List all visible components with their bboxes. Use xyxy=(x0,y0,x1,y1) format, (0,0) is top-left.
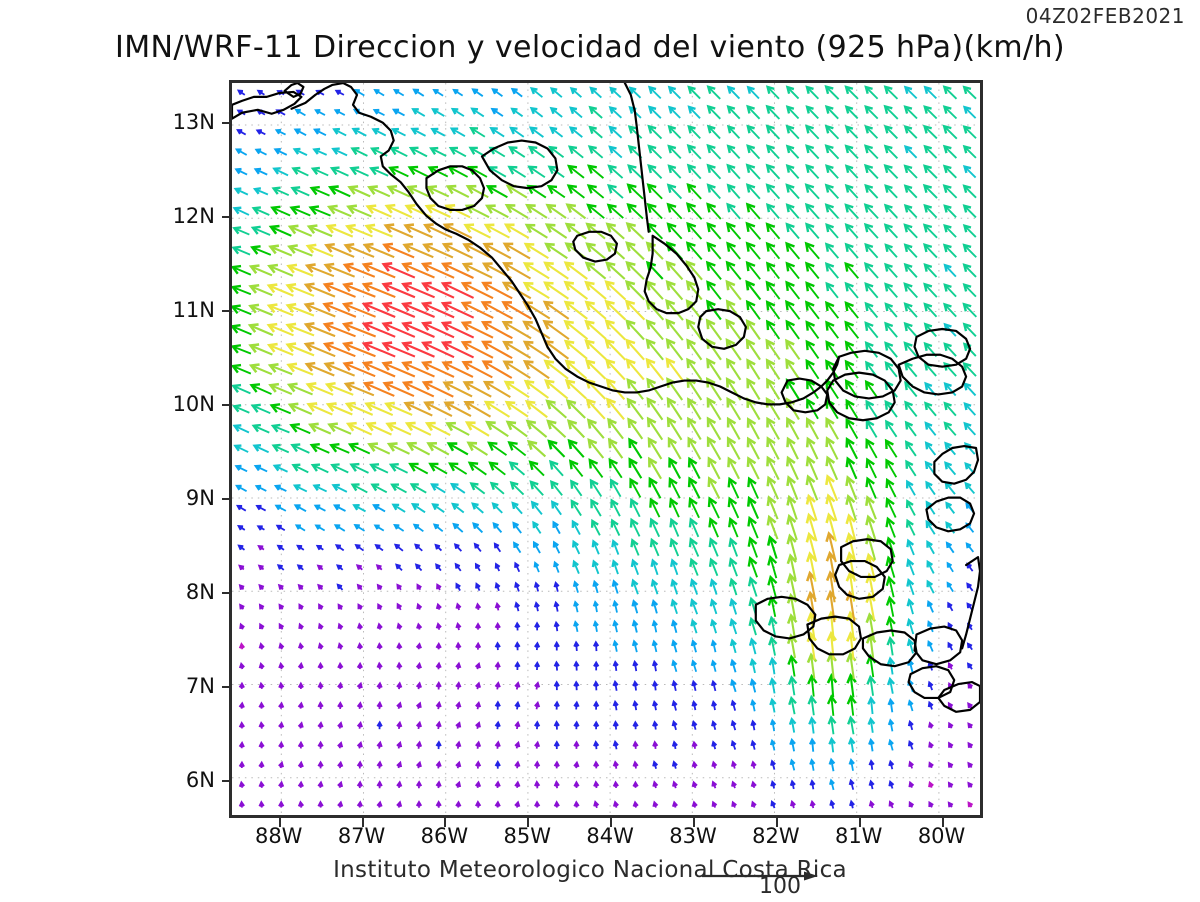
colorbar-legend[interactable]: 8880726456484032241680 xyxy=(1000,0,1200,900)
coastline-path xyxy=(573,232,617,262)
lon-tick-label: 83W xyxy=(669,824,717,848)
coastline-path xyxy=(962,557,980,648)
coastline-path xyxy=(909,666,955,698)
coastline-path xyxy=(698,309,746,349)
lon-tick-mark xyxy=(444,818,446,827)
map-plot-area[interactable] xyxy=(229,80,983,818)
lon-tick-label: 84W xyxy=(586,824,634,848)
coastline-path xyxy=(934,446,978,484)
coastline-path xyxy=(807,617,861,655)
footer-credit: Instituto Meteorologico Nacional Costa R… xyxy=(0,857,1180,883)
lat-tick-label: 10N xyxy=(173,392,215,416)
lon-tick-mark xyxy=(859,818,861,827)
lon-tick-label: 87W xyxy=(338,824,386,848)
lon-tick-mark xyxy=(362,818,364,827)
coastline-path xyxy=(285,83,304,97)
coastline-path xyxy=(899,355,966,395)
lon-tick-mark xyxy=(610,818,612,827)
coastline-path xyxy=(841,539,893,577)
lat-tick-label: 7N xyxy=(186,674,215,698)
coastline-path xyxy=(482,141,557,189)
lat-tick-label: 8N xyxy=(186,580,215,604)
lat-tick-label: 13N xyxy=(173,110,215,134)
lon-tick-label: 81W xyxy=(835,824,883,848)
lat-tick-label: 6N xyxy=(186,768,215,792)
coastline-path xyxy=(938,682,980,712)
coastline-path xyxy=(426,166,484,210)
lat-tick-label: 12N xyxy=(173,204,215,228)
coastline-path xyxy=(926,498,974,532)
lon-tick-mark xyxy=(942,818,944,827)
coastline-path xyxy=(782,379,828,413)
coastline-overlay xyxy=(232,83,980,815)
lon-tick-label: 86W xyxy=(421,824,469,848)
latitude-axis: 13N 12N 11N 10N 9N 8N 7N 6N xyxy=(0,0,229,900)
coastline-path xyxy=(863,631,917,667)
coastline-path xyxy=(756,597,816,639)
coastline-path xyxy=(645,236,699,313)
lon-tick-label: 80W xyxy=(918,824,966,848)
lon-tick-mark xyxy=(693,818,695,827)
lat-tick-label: 9N xyxy=(186,486,215,510)
lon-tick-label: 82W xyxy=(752,824,800,848)
lon-tick-label: 85W xyxy=(504,824,552,848)
lon-tick-mark xyxy=(776,818,778,827)
lat-tick-label: 11N xyxy=(173,298,215,322)
reference-vector-label: 100 xyxy=(735,874,825,899)
coastline-path xyxy=(915,627,963,665)
coastline-path xyxy=(835,561,885,599)
coastline-path xyxy=(915,329,971,367)
lon-tick-mark xyxy=(279,818,281,827)
coastline-path xyxy=(292,83,840,404)
lon-tick-mark xyxy=(527,818,529,827)
lon-tick-label: 88W xyxy=(255,824,303,848)
coastline-path xyxy=(625,83,649,232)
